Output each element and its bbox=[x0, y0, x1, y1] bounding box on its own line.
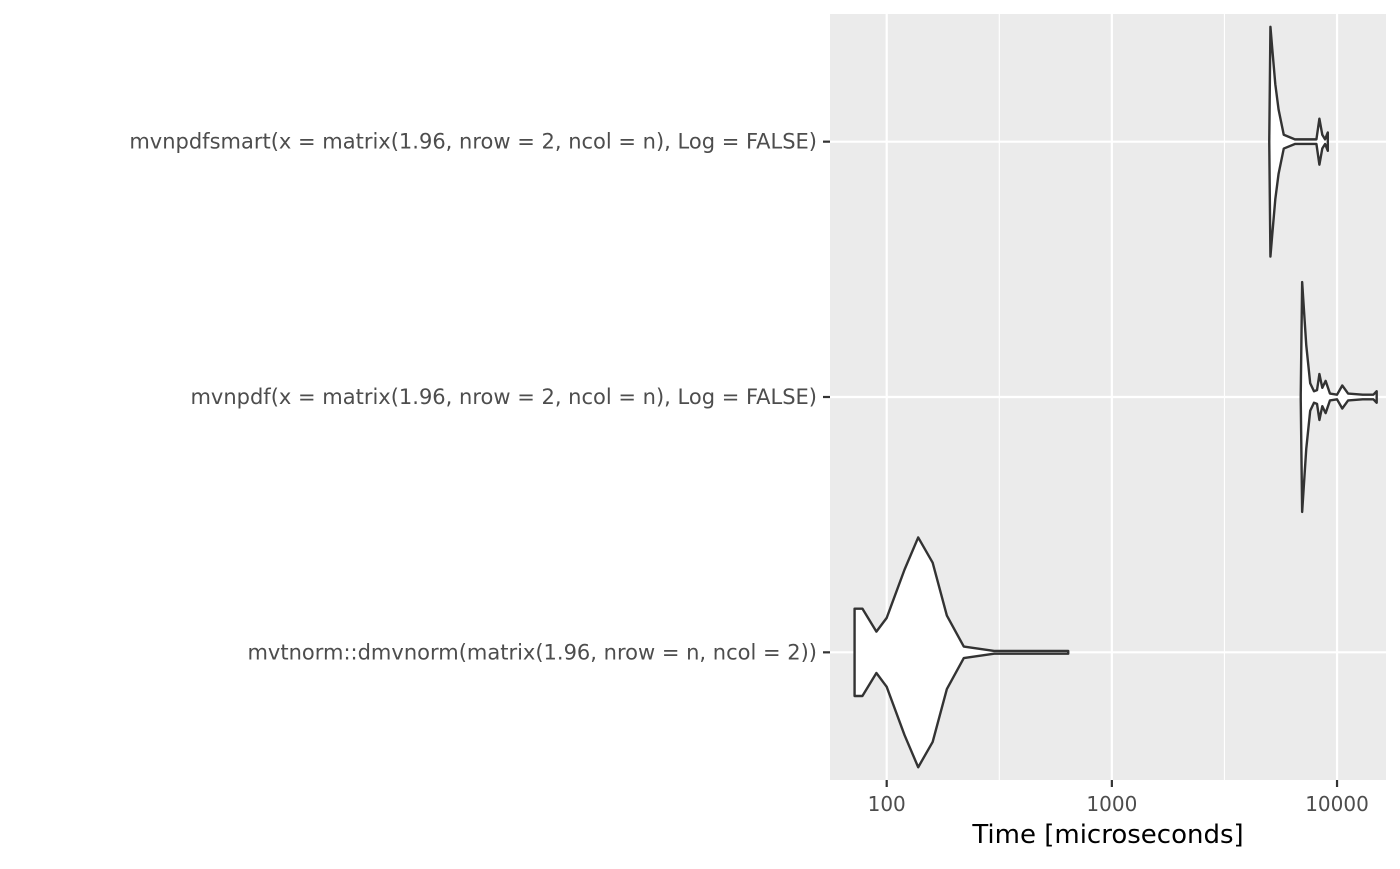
violin-shape bbox=[1299, 280, 1378, 514]
x-tick-label: 100 bbox=[868, 792, 906, 816]
violin-shape bbox=[1268, 25, 1330, 258]
y-tick-label: mvnpdfsmart(x = matrix(1.96, nrow = 2, n… bbox=[129, 130, 817, 154]
violins bbox=[853, 25, 1378, 769]
x-tick-label: 10000 bbox=[1305, 792, 1369, 816]
x-axis: 100 1000 10000 bbox=[868, 780, 1369, 816]
x-axis-title: Time [microseconds] bbox=[971, 820, 1243, 850]
y-axis: mvnpdfsmart(x = matrix(1.96, nrow = 2, n… bbox=[129, 130, 830, 664]
y-tick-label: mvtnorm::dmvnorm(matrix(1.96, nrow = n, … bbox=[247, 640, 817, 664]
violin-shape bbox=[853, 536, 1070, 769]
y-tick-label: mvnpdf(x = matrix(1.96, nrow = 2, ncol =… bbox=[190, 385, 817, 409]
x-tick-label: 1000 bbox=[1086, 792, 1137, 816]
